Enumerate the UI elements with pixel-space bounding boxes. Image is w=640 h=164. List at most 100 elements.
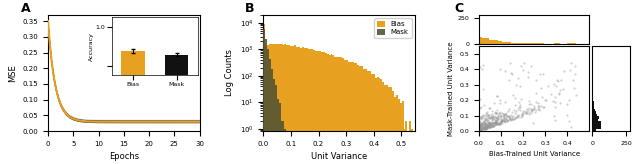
Point bbox=[476, 115, 486, 118]
Point bbox=[557, 88, 568, 90]
Point bbox=[504, 116, 514, 118]
Text: C: C bbox=[454, 2, 463, 15]
Point bbox=[566, 126, 577, 129]
Point bbox=[480, 127, 490, 130]
Point bbox=[500, 101, 510, 104]
Point bbox=[481, 126, 492, 128]
Point bbox=[478, 115, 488, 117]
Point bbox=[499, 119, 509, 122]
Point bbox=[490, 123, 500, 126]
Point bbox=[499, 118, 509, 121]
Point bbox=[565, 68, 575, 71]
Point bbox=[502, 115, 513, 117]
Point bbox=[504, 117, 515, 119]
Point bbox=[477, 127, 487, 129]
Point bbox=[493, 115, 504, 118]
Point bbox=[484, 123, 495, 125]
Point bbox=[476, 127, 486, 129]
Point bbox=[485, 125, 495, 128]
Point bbox=[513, 77, 524, 80]
Point bbox=[495, 102, 506, 105]
Point bbox=[495, 115, 506, 117]
Point bbox=[481, 126, 491, 129]
Point bbox=[477, 126, 487, 129]
Point bbox=[478, 126, 488, 128]
Bar bbox=[264, 29, 266, 164]
Point bbox=[554, 89, 564, 92]
Point bbox=[524, 113, 534, 115]
Point bbox=[486, 123, 496, 126]
Bar bbox=[521, 43, 524, 44]
Point bbox=[485, 122, 495, 125]
Point bbox=[501, 117, 511, 120]
Point bbox=[481, 123, 491, 125]
Point bbox=[476, 127, 486, 129]
Point bbox=[481, 126, 492, 129]
Point bbox=[477, 121, 488, 124]
Bar bbox=[488, 40, 492, 44]
Point bbox=[491, 112, 501, 114]
Point bbox=[482, 113, 492, 116]
Y-axis label: Mask-Trained Unit Variance: Mask-Trained Unit Variance bbox=[447, 41, 454, 136]
Point bbox=[515, 106, 525, 108]
Point bbox=[493, 121, 503, 124]
Bar bbox=[353, 63, 355, 164]
Point bbox=[480, 127, 490, 129]
Point bbox=[475, 129, 485, 131]
Point bbox=[500, 70, 511, 72]
Point bbox=[485, 117, 495, 119]
Point bbox=[479, 125, 490, 128]
Point bbox=[562, 103, 572, 105]
Point bbox=[478, 121, 488, 123]
Point bbox=[477, 123, 487, 126]
Point bbox=[515, 85, 525, 87]
Point bbox=[554, 92, 564, 95]
Point bbox=[480, 122, 490, 124]
Point bbox=[481, 127, 491, 129]
Point bbox=[549, 82, 559, 85]
Point bbox=[490, 121, 500, 123]
Point bbox=[475, 129, 485, 131]
Point bbox=[481, 127, 491, 129]
Point bbox=[482, 126, 492, 129]
Bar bbox=[279, 103, 281, 164]
Point bbox=[484, 126, 494, 129]
X-axis label: Epochs: Epochs bbox=[109, 153, 139, 162]
Point bbox=[534, 108, 544, 111]
Point bbox=[499, 115, 509, 118]
Bar bbox=[593, 124, 601, 126]
Point bbox=[491, 122, 501, 124]
Bar bbox=[511, 43, 515, 44]
Point bbox=[476, 129, 486, 131]
Point bbox=[493, 123, 504, 125]
Point bbox=[492, 122, 502, 125]
Point bbox=[486, 124, 497, 127]
Point bbox=[554, 93, 564, 95]
Point bbox=[518, 69, 529, 72]
Point bbox=[484, 125, 495, 128]
Bar bbox=[593, 119, 598, 121]
Point bbox=[483, 115, 493, 118]
Point bbox=[475, 123, 485, 126]
Point bbox=[529, 105, 540, 108]
Point bbox=[495, 115, 506, 117]
Bar bbox=[382, 82, 384, 164]
Point bbox=[522, 76, 532, 78]
Bar bbox=[593, 116, 599, 119]
Bar bbox=[557, 43, 560, 44]
Point bbox=[481, 118, 491, 121]
Point bbox=[478, 127, 488, 130]
Point bbox=[477, 123, 487, 125]
Point bbox=[474, 129, 484, 132]
Bar bbox=[273, 44, 275, 164]
Point bbox=[486, 115, 497, 118]
Bar bbox=[394, 97, 396, 164]
Point bbox=[483, 125, 493, 127]
Bar bbox=[275, 44, 277, 164]
Point bbox=[475, 129, 485, 131]
Point bbox=[474, 128, 484, 131]
Point bbox=[508, 94, 518, 96]
Bar bbox=[593, 114, 597, 116]
Point bbox=[518, 61, 529, 64]
Point bbox=[474, 125, 484, 127]
